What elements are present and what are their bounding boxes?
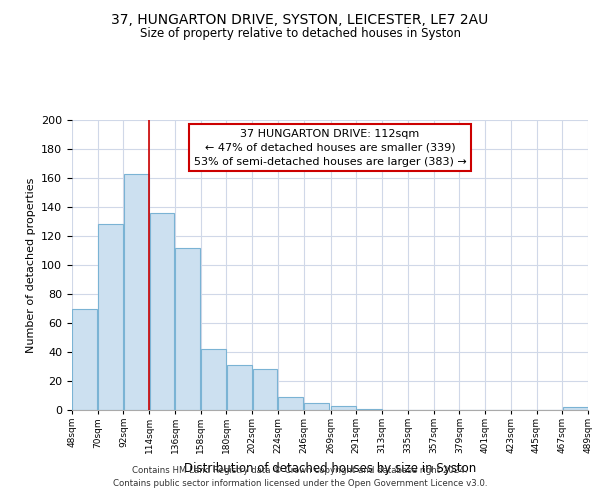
Bar bbox=[149, 213, 175, 410]
Bar bbox=[175, 248, 200, 410]
Bar bbox=[331, 406, 356, 410]
Y-axis label: Number of detached properties: Number of detached properties bbox=[26, 178, 35, 352]
Bar bbox=[124, 174, 149, 410]
Text: Contains HM Land Registry data © Crown copyright and database right 2024.
Contai: Contains HM Land Registry data © Crown c… bbox=[113, 466, 487, 487]
Bar bbox=[253, 370, 277, 410]
Text: Size of property relative to detached houses in Syston: Size of property relative to detached ho… bbox=[139, 28, 461, 40]
Bar bbox=[278, 397, 303, 410]
Bar bbox=[98, 224, 123, 410]
X-axis label: Distribution of detached houses by size in Syston: Distribution of detached houses by size … bbox=[184, 462, 476, 474]
Bar bbox=[201, 349, 226, 410]
Bar bbox=[227, 365, 252, 410]
Bar bbox=[73, 308, 97, 410]
Bar bbox=[304, 403, 329, 410]
Bar bbox=[357, 408, 382, 410]
Bar bbox=[563, 407, 587, 410]
Text: 37, HUNGARTON DRIVE, SYSTON, LEICESTER, LE7 2AU: 37, HUNGARTON DRIVE, SYSTON, LEICESTER, … bbox=[112, 12, 488, 26]
Text: 37 HUNGARTON DRIVE: 112sqm
← 47% of detached houses are smaller (339)
53% of sem: 37 HUNGARTON DRIVE: 112sqm ← 47% of deta… bbox=[194, 128, 466, 166]
